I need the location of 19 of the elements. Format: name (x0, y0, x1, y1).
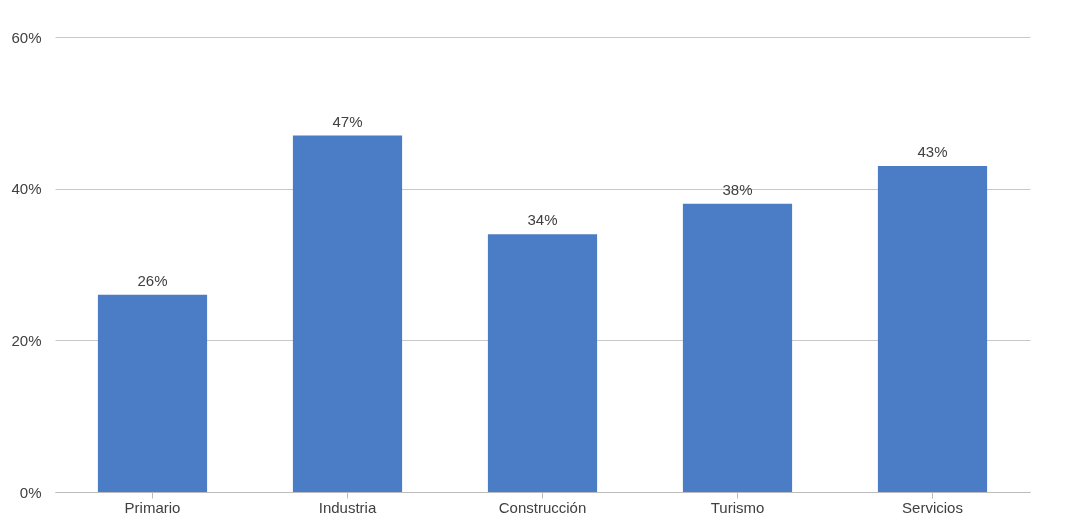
y-tick-label: 20% (11, 331, 42, 349)
y-tick-label: 40% (11, 180, 42, 198)
data-label: 47% (332, 112, 363, 130)
data-label: 38% (722, 180, 753, 198)
x-tick-label: Industria (318, 498, 377, 516)
bar (487, 234, 598, 492)
y-tick-label: 60% (11, 28, 42, 46)
x-tick-label: Construcción (498, 498, 587, 516)
bar (292, 135, 403, 492)
x-tick-label: Turismo (710, 498, 765, 516)
data-label: 43% (917, 142, 948, 160)
data-label: 34% (527, 211, 558, 229)
x-tick-label: Primario (124, 498, 181, 516)
bar (97, 294, 208, 492)
bar (682, 203, 793, 492)
y-tick-label: 0% (19, 483, 42, 501)
bar (877, 165, 988, 492)
x-tick-label: Servicios (902, 498, 963, 516)
data-label: 26% (137, 271, 168, 289)
